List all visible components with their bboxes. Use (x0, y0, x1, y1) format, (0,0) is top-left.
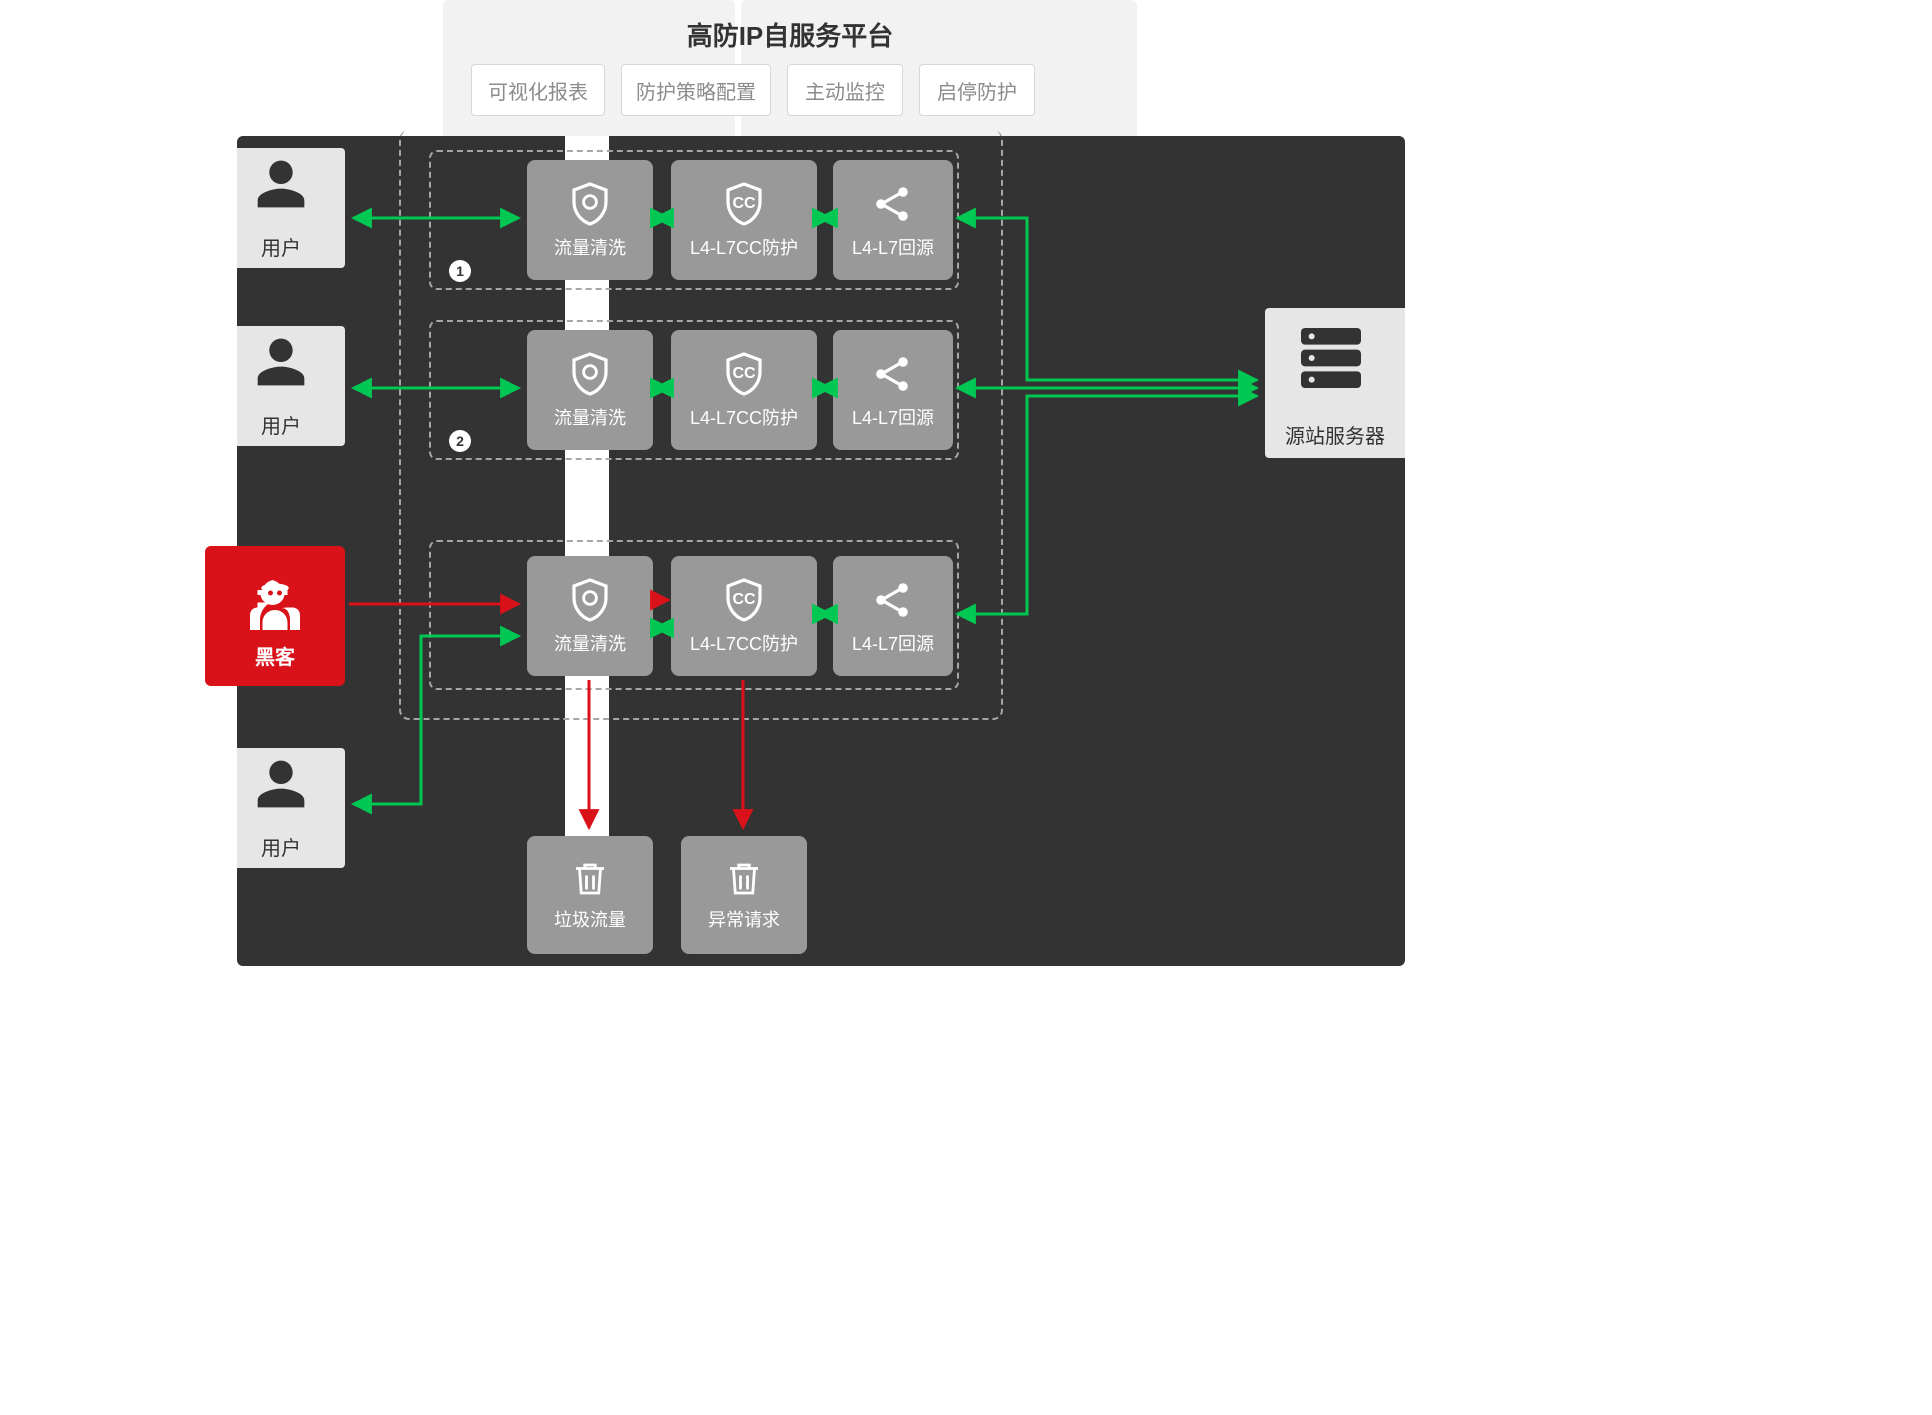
trash-label: 垃圾流量 (554, 906, 626, 932)
btn-label: 可视化报表 (488, 76, 588, 105)
btn-label: 防护策略配置 (636, 76, 756, 105)
user1-icon (253, 156, 309, 217)
node-origin-1: L4-L7回源 (833, 160, 953, 280)
btn-visual-report: 可视化报表 (471, 64, 605, 116)
trash-icon (723, 858, 765, 900)
hacker-label: 黑客 (255, 641, 295, 670)
user3-label: 用户 (249, 832, 313, 861)
hacker-icon (245, 575, 305, 635)
node-origin-2: L4-L7回源 (833, 330, 953, 450)
trash-label: 异常请求 (708, 906, 780, 932)
user3-icon (253, 756, 309, 817)
trash-garbage: 垃圾流量 (527, 836, 653, 954)
share-icon (869, 576, 917, 624)
node-label: L4-L7CC防护 (690, 404, 798, 430)
cc-shield-icon: CC (720, 350, 768, 398)
node-label: L4-L7CC防护 (690, 630, 798, 656)
cc-shield-icon: CC (720, 180, 768, 228)
node-label: L4-L7CC防护 (690, 234, 798, 260)
user2-label: 用户 (249, 410, 313, 439)
cc-shield-icon: CC (720, 576, 768, 624)
node-label: 流量清洗 (554, 234, 626, 260)
node-label: L4-L7回源 (852, 630, 934, 656)
node-label: L4-L7回源 (852, 234, 934, 260)
node-label: L4-L7回源 (852, 404, 934, 430)
btn-policy-config: 防护策略配置 (621, 64, 771, 116)
node-origin-3: L4-L7回源 (833, 556, 953, 676)
trash-abnormal: 异常请求 (681, 836, 807, 954)
node-label: 流量清洗 (554, 630, 626, 656)
node-cc-2: CC L4-L7CC防护 (671, 330, 817, 450)
share-icon (869, 180, 917, 228)
user2-icon (253, 334, 309, 395)
node-clean-1: 流量清洗 (527, 160, 653, 280)
btn-label: 启停防护 (937, 76, 1017, 105)
btn-label: 主动监控 (805, 76, 885, 105)
hacker-panel: 黑客 (205, 546, 345, 686)
node-clean-2: 流量清洗 (527, 330, 653, 450)
platform-title: 高防IP自服务平台 (443, 16, 1137, 53)
node-cc-1: CC L4-L7CC防护 (671, 160, 817, 280)
node-clean-3: 流量清洗 (527, 556, 653, 676)
diagram-canvas: 高防IP自服务平台 可视化报表 防护策略配置 主动监控 启停防护 黑客 用户 用… (193, 0, 1739, 1132)
shield-icon (566, 350, 614, 398)
share-icon (869, 350, 917, 398)
trash-icon (569, 858, 611, 900)
svg-text:CC: CC (732, 591, 756, 608)
shield-icon (566, 576, 614, 624)
node-cc-3: CC L4-L7CC防护 (671, 556, 817, 676)
btn-toggle-protection: 启停防护 (919, 64, 1035, 116)
node-label: 流量清洗 (554, 404, 626, 430)
shield-icon (566, 180, 614, 228)
svg-text:CC: CC (732, 365, 756, 382)
user1-label: 用户 (249, 232, 313, 261)
server-icon (1291, 318, 1371, 403)
btn-monitor: 主动监控 (787, 64, 903, 116)
server-label: 源站服务器 (1265, 420, 1405, 449)
svg-text:CC: CC (732, 195, 756, 212)
